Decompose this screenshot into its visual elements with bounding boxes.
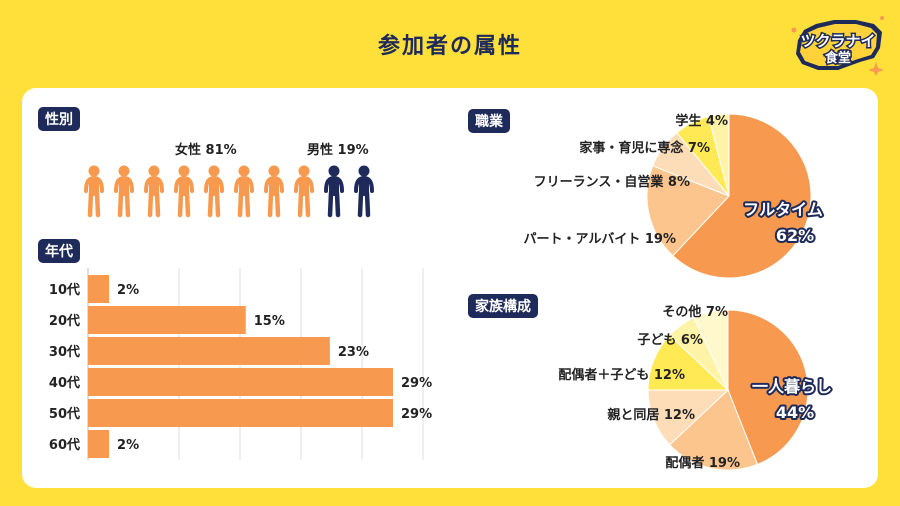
female-person-icon	[114, 165, 134, 218]
age-value-label: 29%	[401, 376, 432, 391]
age-category-label: 30代	[49, 344, 80, 360]
occupation-label: 家事・育児に専念 7%	[579, 140, 710, 156]
male-person-icon	[324, 165, 344, 218]
female-person-icon	[234, 165, 254, 218]
occupation-label: フリーランス・自営業 8%	[534, 174, 690, 190]
male-person-icon	[354, 165, 374, 218]
female-person-icon	[264, 165, 284, 218]
family-label: 44%	[776, 403, 814, 422]
family-label: 親と同居 12%	[607, 407, 695, 423]
gender-people-icons	[84, 165, 374, 218]
family-label: 子ども 6%	[637, 333, 703, 348]
female-person-icon	[204, 165, 224, 218]
age-bar	[88, 275, 110, 303]
family-slice	[693, 309, 729, 391]
tsukuranai-logo: ツクラナイ 食堂	[791, 16, 884, 76]
female-person-icon	[84, 165, 104, 218]
age-category-label: 20代	[49, 313, 80, 329]
age-bar	[88, 430, 110, 458]
occupation-label: パート・アルバイト 19%	[523, 232, 676, 247]
age-bar	[88, 337, 330, 365]
gender-tag: 性別	[38, 107, 80, 131]
family-label: 配偶者 19%	[665, 455, 740, 471]
age-value-label: 29%	[401, 407, 432, 422]
family-slice	[647, 334, 730, 391]
age-category-label: 10代	[49, 282, 80, 298]
age-bar-chart: 10代 2% 20代 15% 30代 23% 40代 29% 50代 29% 60代 2%	[49, 268, 432, 460]
male-label: 男性 19%	[307, 143, 369, 158]
page-title: 参加者の属性	[377, 34, 522, 59]
family-slice	[647, 389, 730, 446]
occupation-label: フルタイム	[743, 200, 823, 219]
occupation-label: 学生 4%	[675, 113, 728, 129]
female-label: 女性 81%	[175, 143, 237, 158]
age-category-label: 50代	[49, 406, 80, 422]
female-person-icon	[174, 165, 194, 218]
occupation-tag: 職業	[468, 109, 510, 133]
age-tag: 年代	[38, 239, 80, 263]
occupation-slice	[707, 113, 730, 197]
family-slice	[727, 309, 809, 466]
age-bar	[88, 399, 393, 427]
age-bar	[88, 306, 246, 334]
occupation-label: 62%	[776, 226, 814, 245]
age-value-label: 2%	[117, 283, 139, 298]
logo-text-line1: ツクラナイ	[800, 32, 875, 50]
age-bar	[88, 368, 393, 396]
age-value-label: 23%	[338, 345, 369, 360]
age-value-label: 15%	[254, 314, 285, 329]
family-slice	[668, 389, 759, 471]
age-category-label: 40代	[49, 375, 80, 391]
female-person-icon	[294, 165, 314, 218]
occupation-slice	[672, 113, 812, 279]
family-tag: 家族構成	[468, 294, 538, 318]
age-value-label: 2%	[117, 438, 139, 453]
family-label: その他 7%	[662, 304, 728, 320]
family-label: 配偶者＋子ども 12%	[558, 367, 685, 383]
female-person-icon	[144, 165, 164, 218]
age-category-label: 60代	[49, 437, 80, 453]
family-label: 一人暮らし	[752, 377, 832, 396]
logo-text-line2: 食堂	[825, 50, 851, 66]
